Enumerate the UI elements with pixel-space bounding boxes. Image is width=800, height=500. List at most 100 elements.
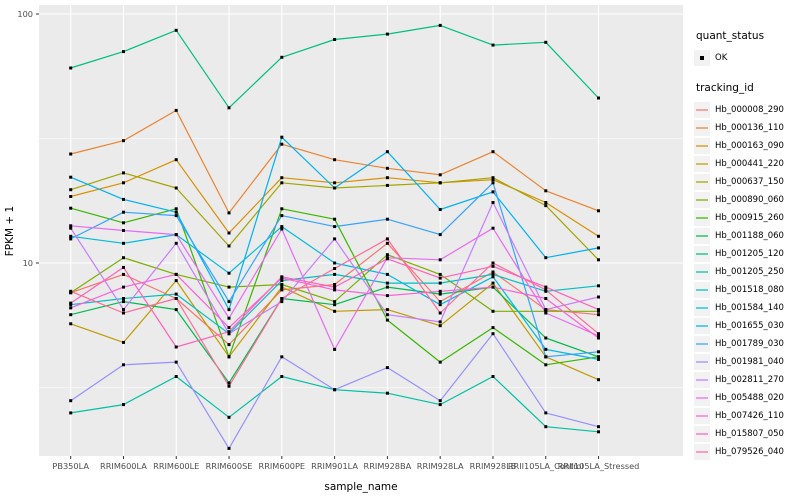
data-point: [438, 320, 442, 324]
data-point: [227, 231, 231, 235]
data-point: [333, 237, 337, 241]
data-point: [385, 318, 389, 322]
data-point: [385, 281, 389, 285]
x-axis-title: sample_name: [324, 481, 397, 493]
legend-color-line-icon: [696, 324, 708, 327]
legend-item-label: Hb_079526_040: [715, 446, 784, 457]
legend-line-key: [694, 137, 710, 154]
legend-quant-status: quant_status OK: [694, 30, 800, 66]
data-point: [544, 285, 548, 289]
data-point: [597, 246, 600, 250]
data-point: [385, 237, 389, 241]
data-point: [597, 258, 600, 262]
data-point: [227, 343, 231, 347]
legend-item-Hb_000890_060: Hb_000890_060: [694, 191, 800, 208]
x-tick-label: RRIM600LA: [100, 461, 147, 471]
data-point: [385, 272, 389, 276]
data-point: [227, 211, 231, 215]
data-point: [438, 233, 442, 237]
data-point: [491, 264, 495, 268]
ok-point-key: [694, 49, 710, 66]
data-point: [597, 357, 600, 361]
legend-color-line-icon: [696, 180, 708, 183]
data-point: [227, 285, 231, 289]
data-point: [227, 271, 231, 275]
legend-color-line-icon: [696, 108, 708, 111]
data-point: [122, 241, 125, 245]
data-point: [69, 195, 73, 198]
legend-line-key: [694, 407, 710, 424]
data-point: [385, 294, 389, 298]
data-point: [122, 300, 125, 304]
legend-item-label: Hb_015807_050: [715, 428, 784, 439]
data-point: [597, 96, 600, 100]
data-point: [280, 227, 284, 231]
legend-line-key: [694, 443, 710, 460]
data-point: [69, 175, 73, 179]
plot-panel: [39, 5, 683, 456]
data-point: [597, 355, 600, 359]
data-point: [333, 388, 337, 392]
data-point: [597, 336, 600, 340]
data-point: [333, 181, 337, 185]
data-point: [333, 158, 337, 162]
legend-item-label: Hb_000915_260: [715, 212, 784, 223]
legend-item-label: Hb_001789_030: [715, 338, 784, 349]
data-point: [544, 308, 548, 312]
legend-line-key: [694, 191, 710, 208]
data-point: [385, 308, 389, 312]
data-point: [597, 378, 600, 382]
legend-item-label: Hb_000441_220: [715, 158, 784, 169]
legend-item-label: Hb_001518_080: [715, 284, 784, 295]
legend-color-line-icon: [696, 216, 708, 219]
data-point: [438, 300, 442, 304]
data-point: [438, 289, 442, 293]
legend-item-Hb_000136_110: Hb_000136_110: [694, 119, 800, 136]
line-chart-canvas: 10 100 PB350LA RRIM600LA RRIM600LE RRIM600SE R…: [4, 5, 683, 493]
data-point: [122, 363, 125, 367]
legend-line-key: [694, 317, 710, 334]
data-point: [227, 355, 231, 359]
data-point: [69, 226, 73, 230]
data-point: [385, 241, 389, 245]
data-point: [227, 415, 231, 419]
data-point: [280, 275, 284, 279]
legend-line-key: [694, 227, 710, 244]
data-point: [544, 411, 548, 415]
data-point: [69, 399, 73, 403]
data-point: [174, 158, 178, 162]
legend-color-line-icon: [696, 396, 708, 399]
data-point: [438, 272, 442, 276]
data-point: [491, 178, 495, 182]
legend-line-key: [694, 299, 710, 316]
data-point: [385, 253, 389, 257]
legend-line-key: [694, 389, 710, 406]
data-point: [438, 181, 442, 185]
data-point: [280, 283, 284, 286]
legend-item-Hb_000637_150: Hb_000637_150: [694, 173, 800, 190]
data-point: [280, 375, 284, 378]
legend-item-label: Hb_000637_150: [715, 176, 784, 187]
black-square-point-icon: [700, 55, 704, 60]
data-point: [280, 214, 284, 218]
data-point: [385, 32, 389, 36]
data-point: [491, 275, 495, 279]
data-point: [280, 142, 284, 146]
data-point: [333, 272, 337, 276]
data-point: [280, 285, 284, 289]
legend-color-line-icon: [696, 234, 708, 237]
data-point: [544, 297, 548, 300]
data-point: [544, 309, 548, 313]
data-point: [333, 225, 337, 229]
data-point: [174, 28, 178, 32]
legend-line-key: [694, 335, 710, 352]
data-point: [333, 347, 337, 351]
legend-item-label: Hb_001981_040: [715, 356, 784, 367]
data-point: [69, 306, 73, 310]
data-point: [385, 391, 389, 395]
data-point: [438, 324, 442, 328]
data-point: [174, 272, 178, 276]
data-point: [597, 332, 600, 336]
data-point: [385, 257, 389, 261]
data-point: [122, 181, 125, 185]
